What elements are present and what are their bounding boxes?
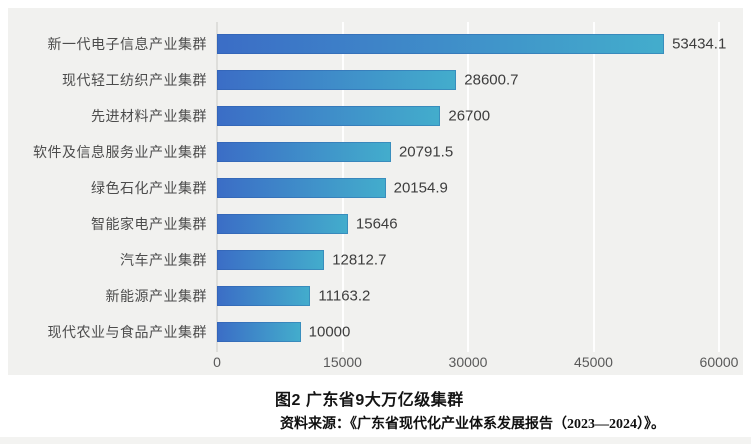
chart-row: 现代轻工纺织产业集群 28600.7 <box>8 62 743 98</box>
category-label: 新能源产业集群 <box>105 288 207 304</box>
bottom-divider <box>0 437 751 444</box>
bar <box>217 286 311 306</box>
chart-row: 现代农业与食品产业集群 10000 <box>8 314 743 350</box>
chart-row: 绿色石化产业集群 20154.9 <box>8 170 743 206</box>
category-label: 现代农业与食品产业集群 <box>47 324 207 340</box>
category-label: 软件及信息服务业产业集群 <box>33 144 207 160</box>
gridline <box>467 22 469 352</box>
bar-value-label: 11163.2 <box>318 287 371 305</box>
bar-value-label: 28600.7 <box>464 71 519 89</box>
bar-value-label: 26700 <box>448 107 491 125</box>
bar <box>217 34 665 54</box>
x-tick-label: 30000 <box>448 354 488 370</box>
x-tick-label: 0 <box>213 354 221 370</box>
x-tick-label: 45000 <box>574 354 613 370</box>
category-label: 现代轻工纺织产业集群 <box>62 72 207 88</box>
chart-row: 新能源产业集群 11163.2 <box>8 278 743 314</box>
chart-row: 先进材料产业集群 26700 <box>8 98 743 134</box>
category-label: 绿色石化产业集群 <box>91 180 207 196</box>
chart-row: 汽车产业集群 12812.7 <box>8 242 743 278</box>
x-tick-label: 60000 <box>699 354 739 370</box>
figure-caption-title: 图2 广东省9大万亿级集群 <box>275 392 464 409</box>
chart-row: 软件及信息服务业产业集群 20791.5 <box>8 134 743 170</box>
chart-row: 新一代电子信息产业集群 53434.1 <box>8 26 743 62</box>
bar <box>217 70 457 90</box>
bar <box>217 322 301 342</box>
bar-value-label: 10000 <box>308 323 351 341</box>
figure-caption-source: 资料来源：《广东省现代化产业体系发展报告（2023—2024）》。 <box>280 417 665 432</box>
bar <box>217 142 391 162</box>
bar-value-label: 12812.7 <box>332 251 387 269</box>
category-label: 智能家电产业集群 <box>91 216 207 232</box>
category-label: 新一代电子信息产业集群 <box>47 36 207 52</box>
bar-chart-panel: 新一代电子信息产业集群 53434.1 现代轻工纺织产业集群 28600.7 先进材料产… <box>8 8 743 375</box>
bar-value-label: 15646 <box>355 215 398 233</box>
bar-value-label: 20154.9 <box>393 179 448 197</box>
category-label: 先进材料产业集群 <box>91 108 207 124</box>
gridline <box>718 22 720 352</box>
category-label: 汽车产业集群 <box>120 252 207 268</box>
x-tick-label: 15000 <box>323 354 362 370</box>
y-axis-line <box>216 22 218 352</box>
chart-row: 智能家电产业集群 15646 <box>8 206 743 242</box>
bar-value-label: 53434.1 <box>672 35 727 53</box>
bar <box>217 178 386 198</box>
bar <box>217 250 325 270</box>
bar-value-label: 20791.5 <box>398 143 454 161</box>
gridline <box>592 22 595 352</box>
bar <box>217 106 441 126</box>
bar <box>217 214 348 234</box>
